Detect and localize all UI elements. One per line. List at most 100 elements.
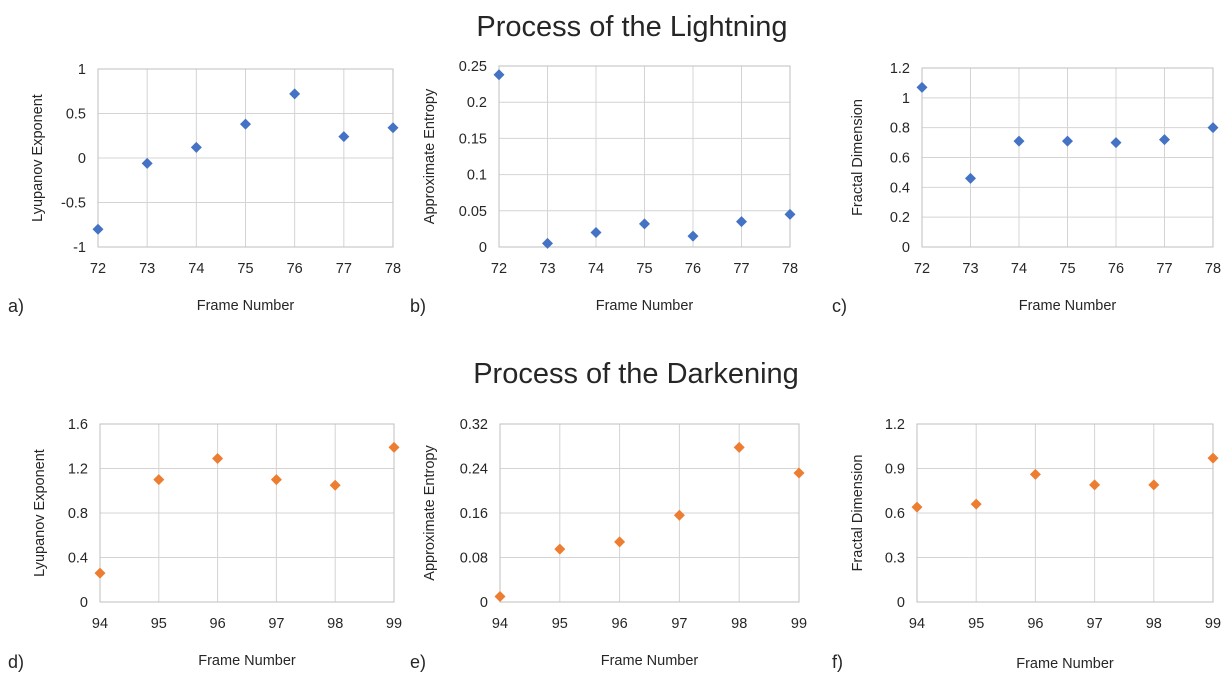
y-tick-label: 0.8 [890,121,910,137]
y-tick-label: 0.05 [459,204,487,220]
x-axis-title: Frame Number [596,298,694,314]
y-tick-label: 0.16 [460,506,488,522]
x-tick-label: 99 [386,616,402,632]
data-point [687,230,699,242]
x-tick-label: 76 [685,261,701,277]
data-point [1148,479,1160,491]
panel-label: c) [832,296,847,316]
plot-area [97,68,394,248]
data-point [736,216,747,228]
x-tick-label: 73 [962,261,978,277]
y-tick-label: 0 [80,595,88,611]
x-tick-label: 77 [733,261,749,277]
data-point [1207,452,1219,464]
data-point [1110,137,1122,149]
data-point [94,567,106,579]
y-axis-title: Fractal Dimension [850,455,866,572]
data-point [493,69,505,81]
y-tick-label: 0.15 [459,131,487,147]
y-tick-label: 0.4 [68,551,88,567]
chart-panel-a: -1 -0.5 0 0.5 1 72 73 74 75 76 77 78 Frame Number Lyu… [8,62,401,316]
section-title-lightning: Process of the Lightning [476,11,787,43]
data-point [1089,479,1101,491]
panel-label: f) [832,652,843,672]
y-tick-label: 0 [479,240,487,256]
y-tick-label: 1 [78,62,86,78]
x-axis-title: Frame Number [1016,656,1114,672]
y-tick-label: 0 [480,595,488,611]
y-axis-title: Approximate Entropy [422,445,438,581]
y-tick-label: -1 [73,240,86,256]
chart-panel-b: 0 0.05 0.1 0.15 0.2 0.25 72 73 74 75 76 77 78 Frame N… [410,59,798,316]
x-tick-label: 94 [492,616,508,632]
chart-panel-d: 0 0.4 0.8 1.2 1.6 94 95 96 97 98 99 Frame Number Lyu… [8,417,402,672]
y-axis-title: Lyupanov Exponent [32,449,48,577]
x-axis-title: Frame Number [198,653,296,669]
data-point [153,474,165,486]
data-point [793,467,805,479]
plot-area [99,423,395,603]
x-tick-label: 78 [1205,261,1221,277]
y-tick-label: 1 [902,91,910,107]
y-tick-label: 1.6 [68,417,88,433]
x-tick-label: 72 [491,261,507,277]
x-tick-label: 75 [237,261,253,277]
panel-label: d) [8,652,24,672]
x-tick-label: 95 [552,616,568,632]
x-tick-label: 75 [636,261,652,277]
y-tick-label: 0.6 [890,151,910,167]
data-point [590,227,602,239]
plot-area [916,423,1214,603]
x-tick-label: 72 [914,261,930,277]
y-tick-label: 0.9 [885,462,905,478]
y-axis-title: Fractal Dimension [850,99,866,216]
data-point [270,474,282,486]
data-point [289,88,301,100]
data-point [542,237,553,249]
data-point [388,441,400,453]
y-tick-label: 0.4 [890,180,910,196]
x-tick-label: 96 [210,616,226,632]
data-point [639,218,650,230]
x-axis-title: Frame Number [1019,298,1117,314]
x-tick-label: 99 [791,616,807,632]
y-tick-label: 0.2 [467,95,487,111]
x-tick-label: 74 [1011,261,1027,277]
x-tick-label: 99 [1205,616,1221,632]
x-tick-label: 97 [1087,616,1103,632]
chart-panel-f: 0 0.3 0.6 0.9 1.2 94 95 96 97 98 99 Frame Number Fra… [832,417,1221,672]
y-tick-label: 0.1 [467,168,487,184]
x-tick-label: 95 [151,616,167,632]
x-tick-label: 78 [385,261,401,277]
data-point [494,590,506,602]
y-axis-title: Approximate Entropy [422,88,438,224]
y-tick-label: 0 [78,151,86,167]
data-point [673,509,685,521]
x-tick-label: 95 [968,616,984,632]
data-point [1159,134,1170,146]
y-tick-label: 0.24 [460,462,488,478]
x-tick-label: 74 [588,261,604,277]
x-tick-label: 76 [1108,261,1124,277]
x-axis-title: Frame Number [601,653,699,669]
y-tick-label: 1.2 [68,462,88,478]
x-tick-label: 97 [671,616,687,632]
y-axis-title: Lyupanov Exponent [30,94,46,222]
x-tick-label: 74 [188,261,204,277]
data-point [916,81,928,93]
data-point [338,131,350,143]
data-point [1029,468,1041,480]
y-tick-label: 1.2 [885,417,905,433]
y-tick-label: 0.3 [885,551,905,567]
data-point [141,157,153,169]
chart-panel-e: 0 0.08 0.16 0.24 0.32 94 95 96 97 98 99 Frame Numbe… [410,417,807,672]
data-point [965,172,976,184]
data-point [1013,135,1025,147]
y-tick-label: -0.5 [61,196,86,212]
y-tick-label: 1.2 [890,61,910,77]
panel-label: a) [8,296,24,316]
panel-label: b) [410,296,426,316]
x-tick-label: 75 [1059,261,1075,277]
x-tick-label: 98 [327,616,343,632]
